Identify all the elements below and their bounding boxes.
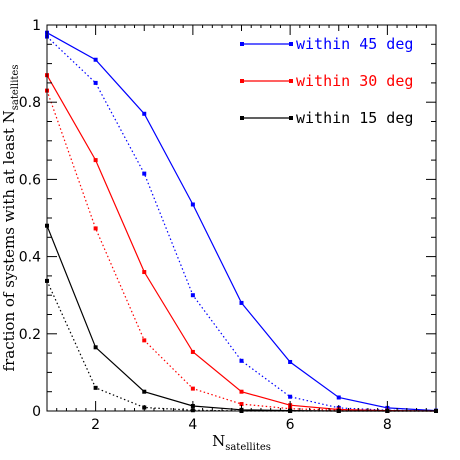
data-point	[239, 389, 244, 394]
legend: within 45 deg within 30 deg within 15 deg	[240, 35, 413, 127]
data-point	[142, 338, 147, 343]
data-point	[239, 300, 244, 305]
legend-marker	[240, 116, 244, 120]
y-tick-label: 0	[32, 404, 41, 420]
data-point	[142, 270, 147, 275]
data-point	[93, 57, 98, 62]
legend-label: within 30 deg	[296, 72, 413, 90]
y-tick-label: 1	[32, 18, 41, 34]
series-line	[46, 36, 437, 412]
legend-label: within 45 deg	[296, 35, 413, 53]
data-point	[190, 386, 195, 391]
data-point	[93, 158, 98, 163]
x-tick-label: 2	[91, 417, 100, 433]
y-axis-label-main: fraction of systems with at least N	[0, 110, 18, 371]
x-axis-label: Nsatellites	[212, 432, 271, 453]
x-tick-label: 6	[286, 417, 295, 433]
data-point	[142, 389, 147, 394]
legend-entry: within 45 deg	[240, 35, 413, 53]
y-tick-label: 0.8	[19, 95, 41, 111]
legend-marker	[240, 42, 244, 46]
data-point	[239, 402, 244, 407]
data-point	[142, 111, 147, 116]
data-point	[336, 395, 341, 400]
x-axis-label-main: N	[212, 432, 225, 450]
data-point	[288, 394, 293, 399]
data-point	[190, 293, 195, 298]
data-point	[93, 385, 98, 390]
legend-marker	[289, 42, 293, 46]
x-axis-label-subscript: satellites	[225, 442, 271, 453]
data-point	[288, 359, 293, 364]
data-point	[93, 226, 98, 231]
x-tick-label: 4	[188, 417, 197, 433]
series-line	[46, 225, 436, 412]
y-tick-label: 0.6	[19, 172, 41, 188]
data-point	[190, 349, 195, 354]
y-tick-label: 0.4	[19, 250, 41, 266]
data-point	[142, 171, 147, 176]
legend-marker	[240, 79, 244, 83]
series-1	[45, 34, 438, 413]
legend-marker	[289, 116, 293, 120]
data-point	[93, 80, 98, 85]
y-tick-label: 0.2	[19, 327, 41, 343]
data-point	[190, 202, 195, 207]
legend-entry: within 30 deg	[240, 72, 413, 90]
legend-marker	[289, 79, 293, 83]
legend-label: within 15 deg	[296, 109, 413, 127]
ticks-layer: 2 4 6 8 0 0.2 0.4 0.6 0.8 1	[19, 18, 437, 433]
y-axis-label: fraction of systems with at least Nsatel…	[0, 65, 21, 372]
data-point	[93, 345, 98, 350]
series-3	[45, 88, 438, 413]
y-axis-label-subscript: satellites	[10, 65, 21, 111]
legend-entry: within 15 deg	[240, 109, 413, 127]
series-line	[46, 90, 436, 412]
x-tick-label: 8	[383, 417, 392, 433]
data-point	[239, 358, 244, 363]
series-4	[45, 223, 438, 413]
